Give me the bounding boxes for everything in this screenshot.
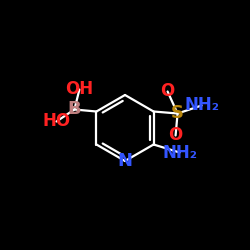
Text: N: N bbox=[118, 152, 132, 170]
Text: S: S bbox=[171, 104, 184, 122]
Text: NH₂: NH₂ bbox=[184, 96, 219, 114]
Text: NH₂: NH₂ bbox=[162, 144, 197, 162]
Text: B: B bbox=[68, 100, 81, 118]
Text: O: O bbox=[168, 126, 183, 144]
Text: OH: OH bbox=[65, 80, 94, 98]
Text: O: O bbox=[160, 82, 175, 100]
Text: HO: HO bbox=[42, 112, 70, 130]
